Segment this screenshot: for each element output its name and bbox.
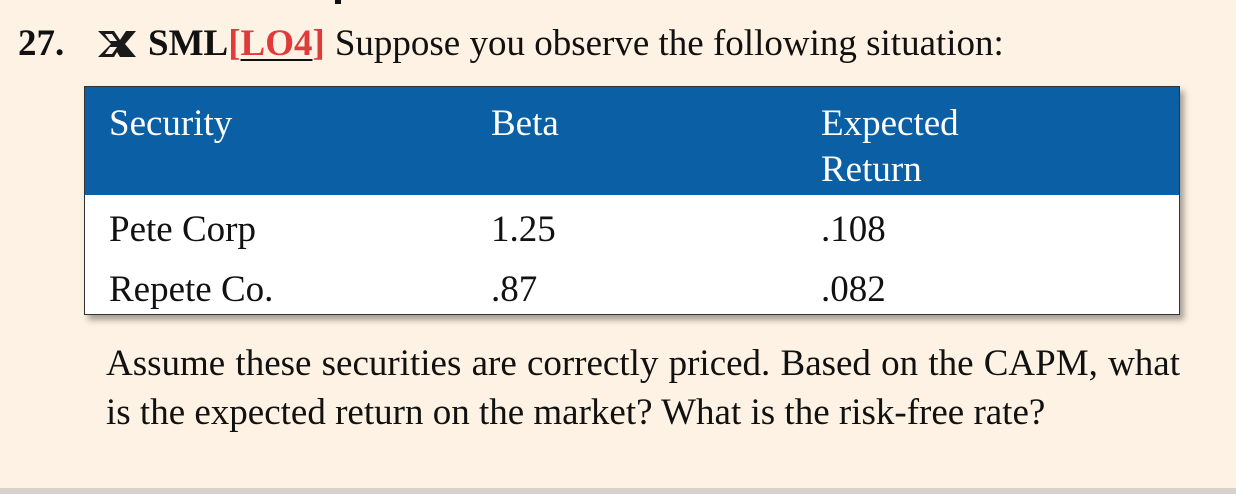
difficulty-icon — [96, 27, 138, 59]
cropped-text-fragment — [335, 0, 341, 4]
table-header: Security Beta Expected Return — [85, 87, 1179, 195]
header-expected-line2: Return — [821, 149, 922, 190]
cell-security: Pete Corp — [109, 209, 256, 250]
cell-security: Repete Co. — [109, 269, 274, 310]
lo-link-text[interactable]: LO4 — [240, 22, 313, 64]
cell-beta: .87 — [491, 269, 538, 310]
header-beta: Beta — [491, 103, 559, 144]
question-text: Suppose you observe the following situat… — [334, 22, 1004, 64]
top-edge — [0, 0, 1236, 4]
header-expected-line1: Expected — [821, 103, 959, 144]
problem-number: 27. — [18, 22, 65, 64]
learning-objective-tag[interactable]: [LO4] — [228, 22, 325, 65]
lo-open-bracket: [ — [228, 22, 241, 64]
bottom-divider — [0, 488, 1236, 494]
topic-label: SML — [148, 22, 229, 64]
question-paragraph: Assume these securities are correctly pr… — [106, 343, 1180, 433]
table-row: Pete Corp 1.25 .108 — [85, 207, 1179, 267]
data-table: Security Beta Expected Return Pete Corp … — [84, 86, 1180, 315]
table-row: Repete Co. .87 .082 — [85, 267, 1179, 327]
cell-expected-return: .108 — [821, 209, 886, 250]
lo-close-bracket: ] — [312, 22, 325, 64]
cell-beta: 1.25 — [491, 209, 556, 250]
header-security: Security — [109, 103, 233, 144]
header-expected-return: Expected Return — [821, 101, 1121, 193]
problem-header: 27. SML [LO4] Suppose you observe the fo… — [18, 18, 1004, 68]
cell-expected-return: .082 — [821, 269, 886, 310]
